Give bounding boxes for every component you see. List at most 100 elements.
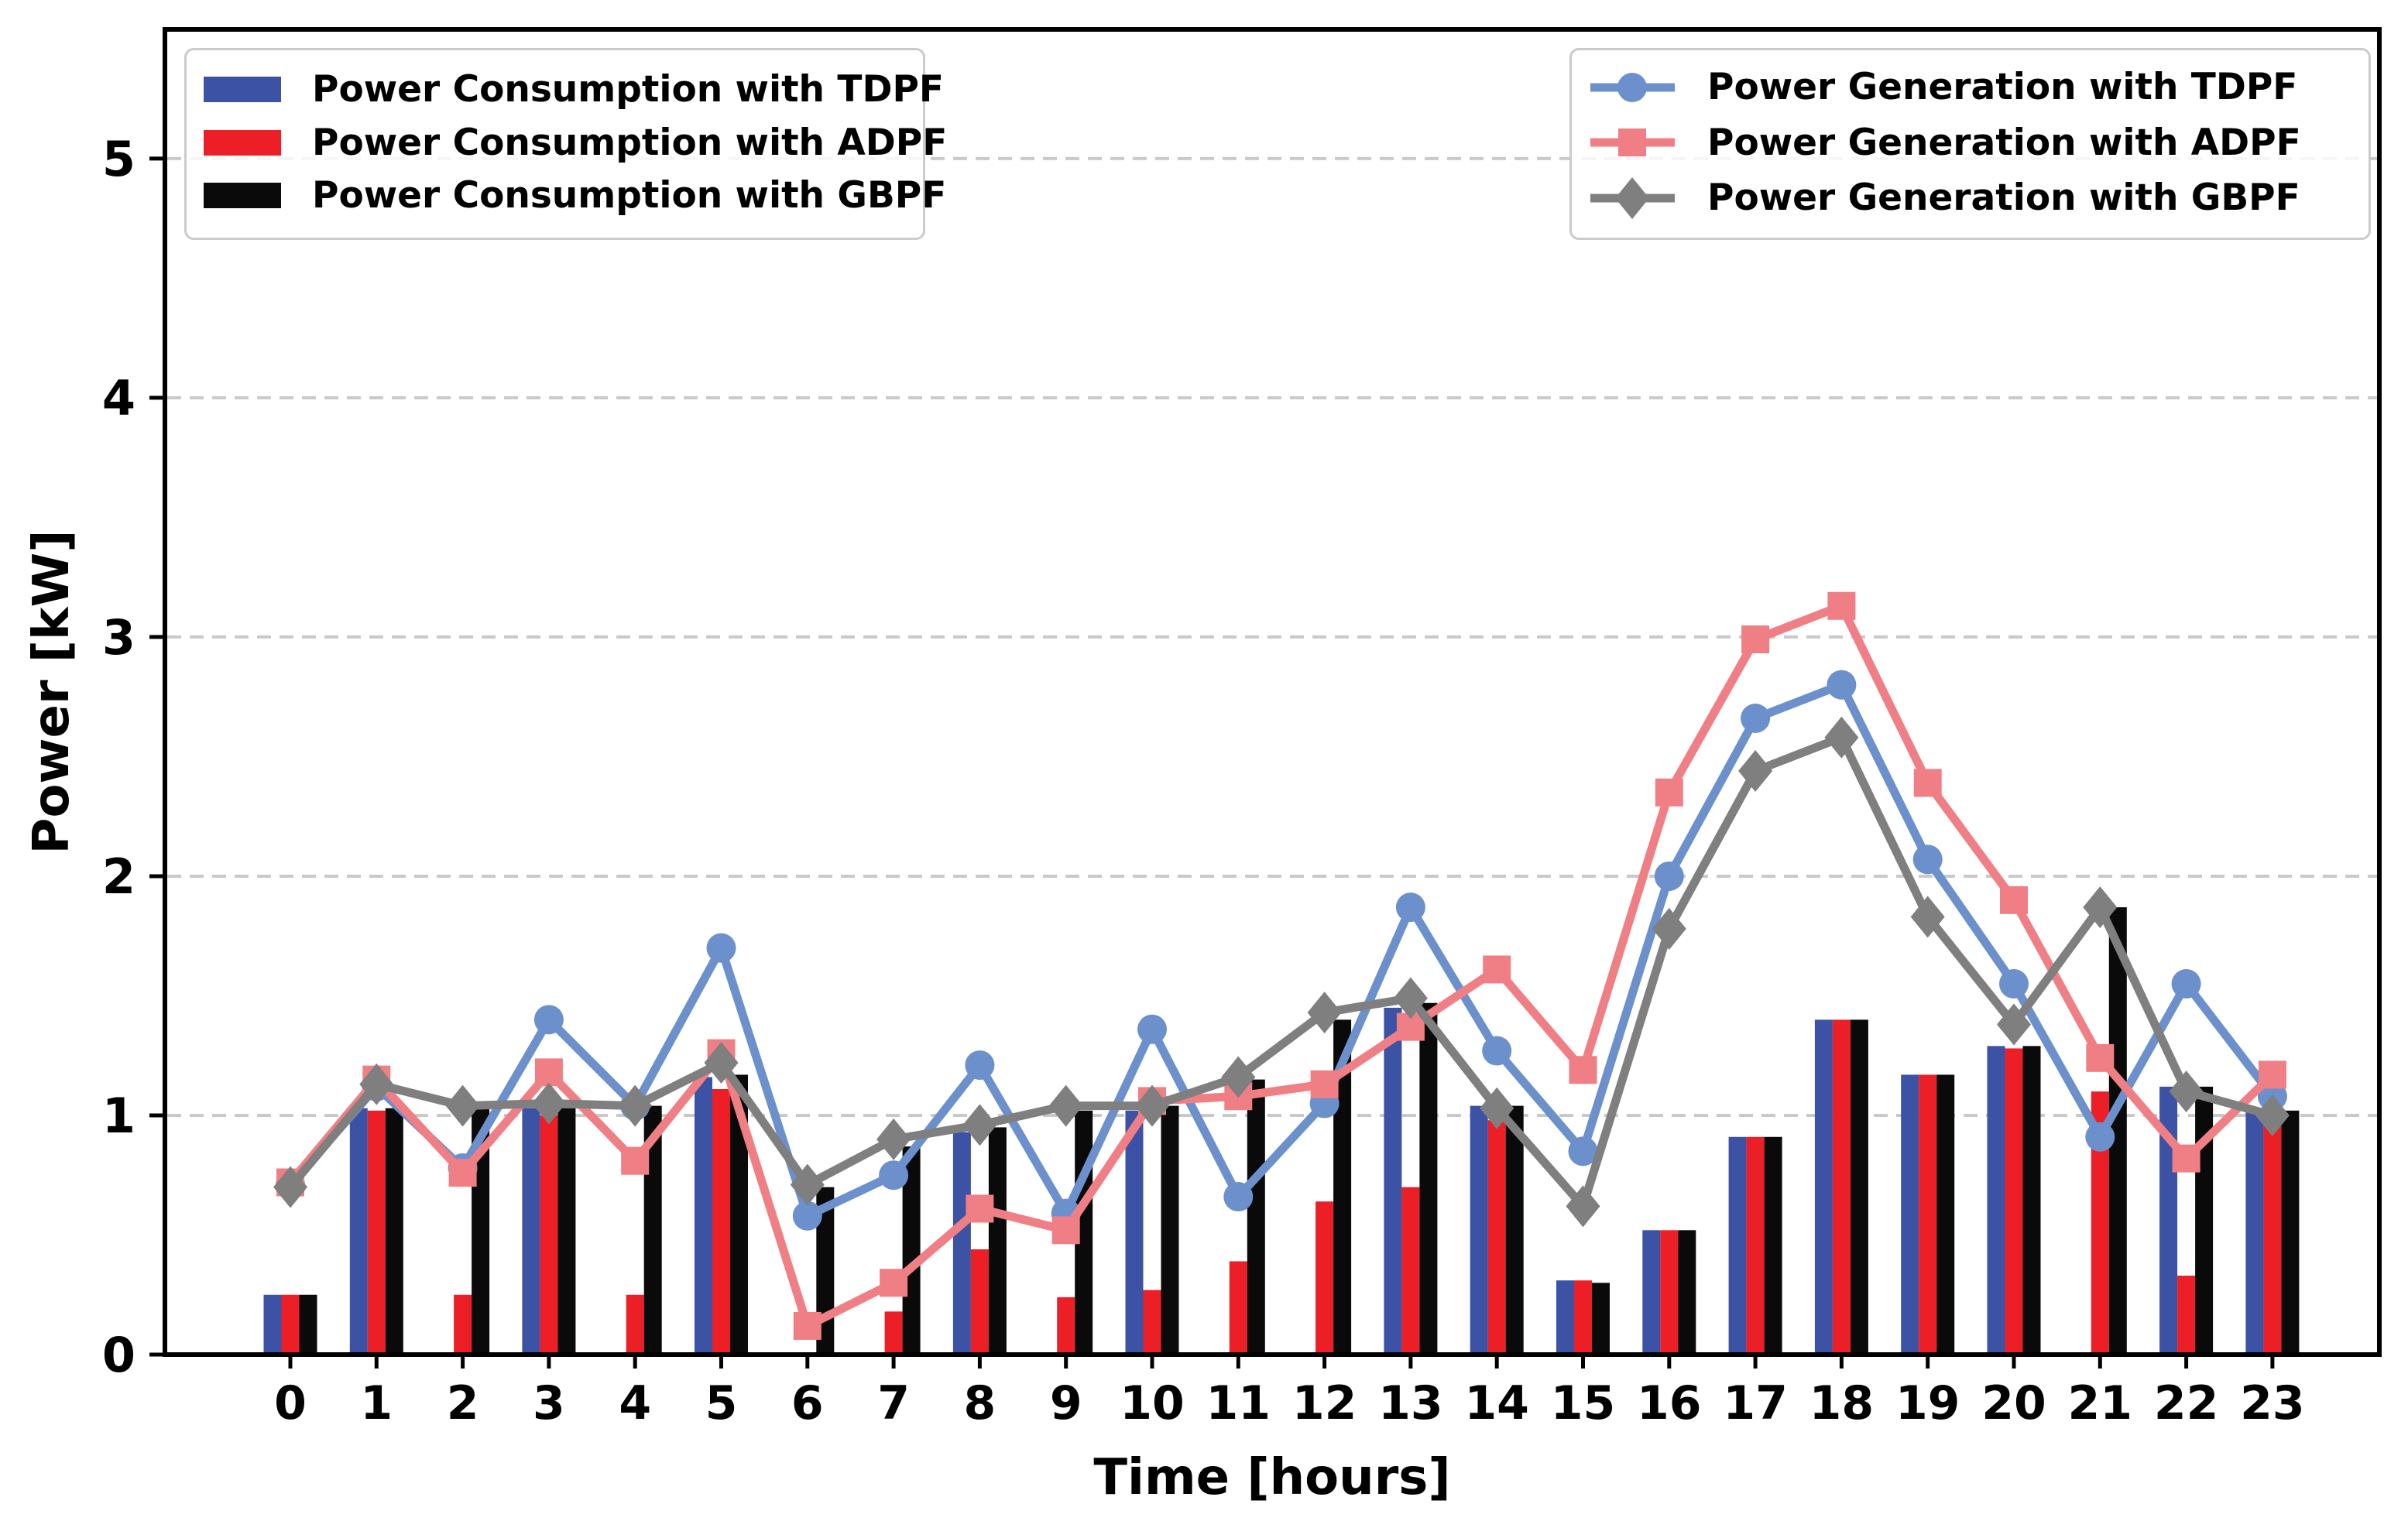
gridlines bbox=[167, 156, 2377, 1117]
legend-item-consumption-gbpf: Power Consumption with GBPF bbox=[187, 177, 946, 214]
legend-generation: Power Generation with TDPF Power Generat… bbox=[1569, 48, 2371, 240]
legend-label: Power Consumption with TDPF bbox=[312, 68, 945, 111]
bar-swatch-adpf-icon bbox=[204, 129, 281, 156]
bar-tdpf-h15 bbox=[1556, 1280, 1574, 1355]
legend-consumption: Power Consumption with TDPF Power Consum… bbox=[184, 48, 947, 240]
bar-gbpf-h22 bbox=[2195, 1086, 2214, 1355]
circle-marker-tdpf-h22 bbox=[2171, 969, 2201, 999]
bar-gbpf-h17 bbox=[1764, 1136, 1782, 1355]
bar-tdpf-h20 bbox=[1987, 1046, 2005, 1355]
square-marker-adpf-h15 bbox=[1569, 1056, 1597, 1084]
circle-marker-tdpf-h6 bbox=[792, 1201, 822, 1231]
diamond-marker-gbpf-h10 bbox=[1135, 1084, 1169, 1127]
bar-adpf-h11 bbox=[1229, 1261, 1247, 1355]
bar-gbpf-h16 bbox=[1678, 1230, 1696, 1355]
square-marker-adpf-h2 bbox=[448, 1159, 477, 1187]
x-tick-label-13: 13 bbox=[1378, 1376, 1443, 1430]
legend-label: Power Generation with GBPF bbox=[1707, 176, 2300, 219]
x-tick-label-15: 15 bbox=[1551, 1376, 1616, 1430]
x-tick-label-11: 11 bbox=[1206, 1376, 1271, 1430]
line-marker-diamond-icon bbox=[1589, 175, 1676, 221]
consumption-bars bbox=[263, 907, 2300, 1355]
bar-adpf-h16 bbox=[1660, 1230, 1679, 1355]
diamond-marker-gbpf-h16 bbox=[1652, 907, 1686, 950]
line-marker-square-icon bbox=[1589, 119, 1676, 166]
diamond-marker-gbpf-h18 bbox=[1824, 716, 1859, 759]
circle-marker-tdpf-h20 bbox=[1999, 969, 2029, 999]
circle-marker-tdpf-h5 bbox=[706, 933, 736, 963]
diamond-marker-gbpf-h21 bbox=[2083, 886, 2118, 929]
bar-adpf-h7 bbox=[884, 1311, 903, 1355]
x-tick-label-12: 12 bbox=[1292, 1376, 1357, 1430]
bar-adpf-h14 bbox=[1487, 1120, 1506, 1355]
bar-gbpf-h15 bbox=[1592, 1283, 1610, 1355]
diamond-marker-gbpf-h13 bbox=[1393, 977, 1428, 1019]
bar-adpf-h17 bbox=[1746, 1136, 1765, 1355]
bar-gbpf-h18 bbox=[1850, 1019, 1868, 1355]
line-gbpf bbox=[286, 733, 2277, 1211]
diamond-marker-gbpf-h1 bbox=[359, 1063, 394, 1105]
circle-marker-tdpf-h16 bbox=[1654, 861, 1684, 891]
x-tick-label-6: 6 bbox=[791, 1376, 824, 1430]
x-tick-label-3: 3 bbox=[533, 1376, 565, 1430]
square-marker-adpf-h6 bbox=[793, 1311, 822, 1340]
legend-label: Power Consumption with GBPF bbox=[312, 173, 947, 217]
x-tick-label-8: 8 bbox=[964, 1376, 996, 1430]
bar-adpf-h0 bbox=[281, 1294, 300, 1355]
line-marker-circle-icon bbox=[1589, 64, 1676, 111]
bar-tdpf-h14 bbox=[1470, 1105, 1488, 1355]
bar-adpf-h4 bbox=[626, 1294, 644, 1355]
y-tick-label-3: 3 bbox=[102, 609, 135, 666]
bar-gbpf-h20 bbox=[2022, 1046, 2041, 1355]
bar-tdpf-h5 bbox=[695, 1077, 712, 1355]
square-marker-adpf-h7 bbox=[880, 1269, 908, 1297]
x-tick-label-0: 0 bbox=[274, 1376, 307, 1430]
diamond-marker-gbpf-h9 bbox=[1048, 1084, 1083, 1127]
bar-adpf-h1 bbox=[367, 1110, 386, 1355]
circle-marker-tdpf-h11 bbox=[1223, 1182, 1254, 1212]
bar-gbpf-h23 bbox=[2281, 1110, 2300, 1355]
x-tick-label-22: 22 bbox=[2154, 1376, 2219, 1430]
line-tdpf bbox=[286, 680, 2277, 1221]
x-tick-label-5: 5 bbox=[705, 1376, 738, 1430]
bar-swatch-gbpf-icon bbox=[204, 182, 281, 208]
x-tick-label-19: 19 bbox=[1895, 1376, 1960, 1430]
bar-adpf-h9 bbox=[1057, 1297, 1075, 1355]
diamond-marker-gbpf-h20 bbox=[1997, 1003, 2031, 1046]
circle-marker-tdpf-h15 bbox=[1568, 1136, 1598, 1166]
y-axis-title: Power [kW] bbox=[23, 530, 81, 855]
bar-gbpf-h7 bbox=[902, 1146, 921, 1355]
square-marker-adpf-h8 bbox=[966, 1194, 994, 1223]
y-tick-label-4: 4 bbox=[102, 370, 135, 426]
bar-tdpf-h19 bbox=[1901, 1074, 1919, 1355]
circle-marker-tdpf-h17 bbox=[1741, 703, 1771, 733]
circle-marker-tdpf-h3 bbox=[533, 1005, 564, 1035]
diamond-marker-gbpf-h11 bbox=[1221, 1056, 1256, 1098]
diamond-marker-gbpf-h17 bbox=[1738, 749, 1773, 792]
bar-gbpf-h0 bbox=[299, 1294, 317, 1355]
circle-marker-tdpf-h13 bbox=[1395, 892, 1425, 923]
bar-gbpf-h3 bbox=[557, 1108, 576, 1355]
x-tick-label-16: 16 bbox=[1637, 1376, 1702, 1430]
diamond-marker-gbpf-h23 bbox=[2255, 1094, 2290, 1136]
bar-gbpf-h8 bbox=[988, 1127, 1007, 1355]
diamond-marker-gbpf-h4 bbox=[618, 1084, 653, 1127]
bar-tdpf-h10 bbox=[1125, 1110, 1144, 1355]
bar-tdpf-h0 bbox=[263, 1294, 282, 1355]
x-tick-label-1: 1 bbox=[360, 1376, 393, 1430]
square-marker-adpf-h9 bbox=[1051, 1216, 1080, 1245]
x-tick-label-4: 4 bbox=[619, 1376, 651, 1430]
bar-gbpf-h11 bbox=[1247, 1079, 1265, 1355]
square-icon bbox=[1618, 128, 1646, 156]
circle-marker-tdpf-h10 bbox=[1137, 1014, 1167, 1044]
bar-adpf-h8 bbox=[970, 1249, 989, 1355]
legend-item-consumption-adpf: Power Consumption with ADPF bbox=[187, 125, 947, 161]
legend-item-consumption-tdpf: Power Consumption with TDPF bbox=[187, 71, 944, 108]
square-marker-adpf-h4 bbox=[621, 1146, 650, 1175]
bar-adpf-h20 bbox=[2005, 1048, 2023, 1355]
bar-swatch-tdpf-icon bbox=[204, 77, 281, 103]
bar-gbpf-h5 bbox=[730, 1074, 748, 1355]
bar-adpf-h21 bbox=[2091, 1091, 2109, 1355]
